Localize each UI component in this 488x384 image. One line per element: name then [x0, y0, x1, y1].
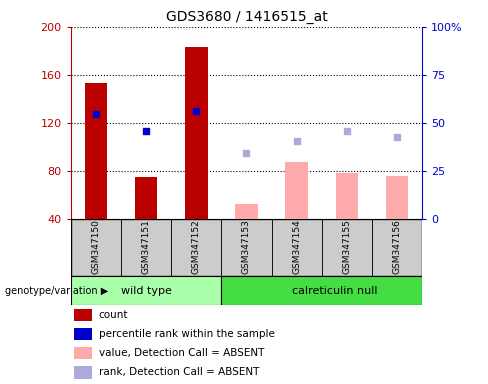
Text: percentile rank within the sample: percentile rank within the sample	[99, 329, 275, 339]
Text: GSM347152: GSM347152	[192, 219, 201, 274]
Text: GSM347150: GSM347150	[91, 219, 101, 274]
Bar	[171, 219, 222, 276]
Text: GSM347156: GSM347156	[392, 219, 402, 274]
Bar	[135, 177, 157, 219]
Text: value, Detection Call = ABSENT: value, Detection Call = ABSENT	[99, 348, 264, 358]
Bar	[74, 366, 92, 379]
Bar	[84, 83, 107, 219]
Title: GDS3680 / 1416515_at: GDS3680 / 1416515_at	[165, 10, 327, 25]
Bar	[285, 162, 308, 219]
Text: GSM347154: GSM347154	[292, 219, 301, 274]
Text: GSM347155: GSM347155	[342, 219, 351, 274]
Text: rank, Detection Call = ABSENT: rank, Detection Call = ABSENT	[99, 367, 259, 377]
Text: calreticulin null: calreticulin null	[291, 286, 377, 296]
Text: genotype/variation ▶: genotype/variation ▶	[5, 286, 108, 296]
Bar	[74, 347, 92, 359]
Text: GSM347151: GSM347151	[142, 219, 151, 274]
Bar	[336, 173, 358, 219]
Bar	[372, 219, 422, 276]
Text: wild type: wild type	[121, 286, 171, 296]
Bar	[386, 176, 408, 219]
Bar	[121, 219, 171, 276]
Bar	[71, 276, 222, 305]
Bar	[71, 219, 121, 276]
Bar	[271, 219, 322, 276]
Text: count: count	[99, 310, 128, 320]
Text: GSM347153: GSM347153	[242, 219, 251, 274]
Bar	[74, 309, 92, 321]
Bar	[185, 47, 207, 219]
Bar	[74, 328, 92, 340]
Bar	[235, 204, 258, 219]
Bar	[222, 219, 271, 276]
Bar	[222, 276, 422, 305]
Bar	[322, 219, 372, 276]
